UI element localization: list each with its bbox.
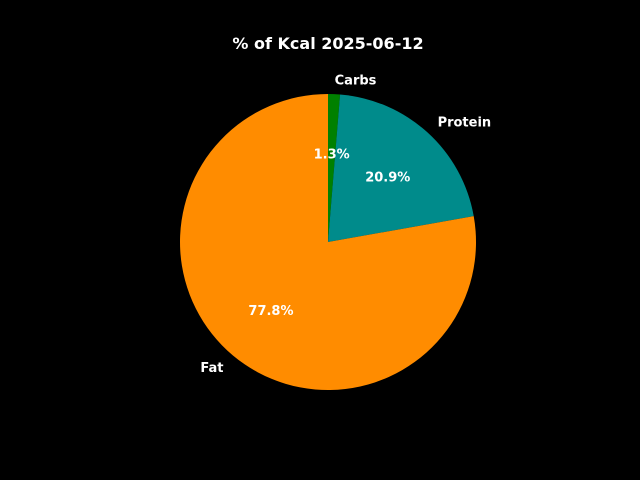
slice-percent-protein: 20.9% [365,170,410,185]
pie-slice-carbs [328,94,341,242]
slice-label-fat: Fat [200,361,223,376]
pie-slice-protein [328,94,474,243]
slice-label-carbs: Carbs [335,73,377,88]
slice-percent-carbs: 1.3% [314,147,350,162]
pie-slice-fat [180,94,477,390]
pie-labels: Carbs 1.3% Protein 20.9% Fat 77.8% [200,73,491,375]
slice-percent-fat: 77.8% [248,304,293,319]
slice-label-protein: Protein [438,116,492,131]
chart-title: % of Kcal 2025-06-12 [232,34,423,53]
pie-slices [180,94,477,390]
